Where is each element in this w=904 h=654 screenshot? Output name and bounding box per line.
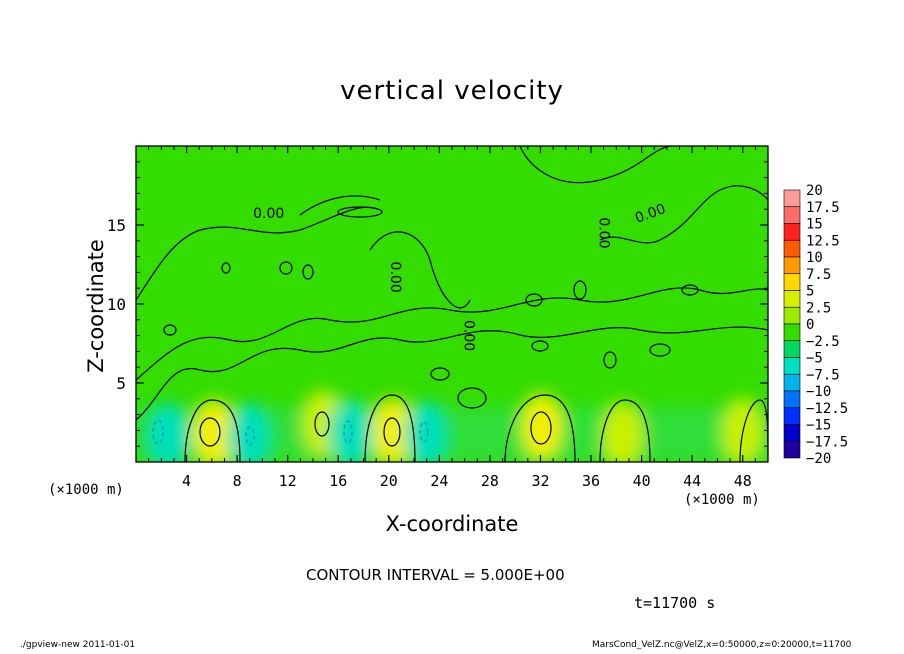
colorbar-label: 15 (806, 217, 823, 233)
colorbar-label: 7.5 (806, 267, 831, 283)
colorbar-label: 12.5 (806, 233, 840, 249)
velocity-core-9 (404, 401, 449, 462)
plot-area: 0.000.000.000.000.00 4 8 12 16 20 24 28 32 36 40 4… (107, 145, 769, 490)
colorbar-label: −15 (806, 418, 831, 434)
colorbar: 2017.51512.5107.552.50−2.5−5−7.5−10−12.5… (783, 183, 848, 467)
colorbar-label: −12.5 (806, 401, 848, 417)
x-tick-label: 24 (430, 472, 448, 490)
colorbar-label: −5 (806, 351, 823, 367)
velocity-core-2 (370, 397, 415, 462)
colorbar-swatch (783, 407, 801, 425)
colorbar-label: 17.5 (806, 200, 840, 216)
contour-interval: CONTOUR INTERVAL = 5.000E+00 (306, 566, 565, 584)
colorbar-label: 20 (806, 183, 823, 199)
colorbar-label: 5 (806, 284, 814, 300)
velocity-core-0 (192, 399, 237, 462)
colorbar-label: −7.5 (806, 367, 840, 383)
colorbar-swatch (783, 357, 801, 375)
colorbar-label: 0 (806, 317, 814, 333)
chart-title: vertical velocity (340, 76, 564, 106)
velocity-core-6 (145, 402, 190, 462)
contour-label: 0.00 (253, 206, 284, 222)
x-tick-label: 44 (683, 472, 701, 490)
x-unit-right: (×1000 m) (684, 492, 760, 508)
x-tick-label: 48 (734, 472, 752, 490)
x-axis-label: X-coordinate (385, 512, 519, 536)
colorbar-swatch (783, 323, 801, 342)
x-tick-label: 40 (633, 472, 651, 490)
velocity-field (136, 390, 768, 462)
time-label: t=11700 s (634, 594, 716, 612)
y-tick-label: 15 (107, 216, 126, 235)
colorbar-swatch (783, 256, 801, 275)
colorbar-swatch (783, 206, 801, 224)
colorbar-swatch (783, 239, 801, 258)
x-unit-left: (×1000 m) (48, 482, 124, 498)
x-tick-label: 36 (582, 472, 600, 490)
x-tick-label: 12 (279, 472, 297, 490)
velocity-core-4 (600, 401, 645, 462)
colorbar-label: −20 (806, 451, 831, 467)
x-tick-label: 4 (182, 472, 191, 490)
y-tick-label: 10 (107, 295, 126, 314)
colorbar-swatch (783, 189, 801, 208)
x-tick-label: 28 (481, 472, 499, 490)
colorbar-swatch (783, 390, 801, 409)
x-tick-label: 32 (531, 472, 549, 490)
velocity-core-3 (519, 393, 564, 462)
colorbar-label: 10 (806, 250, 823, 266)
y-axis-label: Z-coordinate (84, 239, 108, 373)
colorbar-swatch (783, 223, 801, 241)
contour-lines (136, 146, 768, 462)
x-tick-label: 20 (380, 472, 398, 490)
colorbar-swatch (783, 290, 801, 308)
x-tick-label: 16 (329, 472, 347, 490)
colorbar-swatch (783, 440, 801, 459)
colorbar-label: −17.5 (806, 434, 848, 450)
colorbar-swatch (783, 273, 801, 291)
contour-labels: 0.000.000.000.000.00 (253, 201, 668, 351)
colorbar-swatch (783, 373, 801, 392)
footer-right: MarsCond_VelZ.nc@VelZ,x=0:50000,z=0:2000… (592, 640, 852, 650)
footer-left: ./gpview-new 2011-01-01 (20, 640, 136, 650)
contour-label: 0.00 (460, 320, 476, 351)
colorbar-label: −2.5 (806, 334, 840, 350)
contour-label: 0.00 (387, 262, 403, 293)
velocity-core-8 (328, 399, 373, 462)
colorbar-swatch (783, 424, 801, 442)
x-tick-label: 8 (233, 472, 242, 490)
velocity-core-7 (227, 402, 272, 462)
colorbar-label: −10 (806, 384, 831, 400)
contour-label: 0.00 (596, 217, 612, 248)
colorbar-swatch (783, 340, 801, 358)
colorbar-label: 2.5 (806, 300, 831, 316)
y-tick-label: 5 (116, 374, 126, 393)
colorbar-swatch (783, 306, 801, 325)
